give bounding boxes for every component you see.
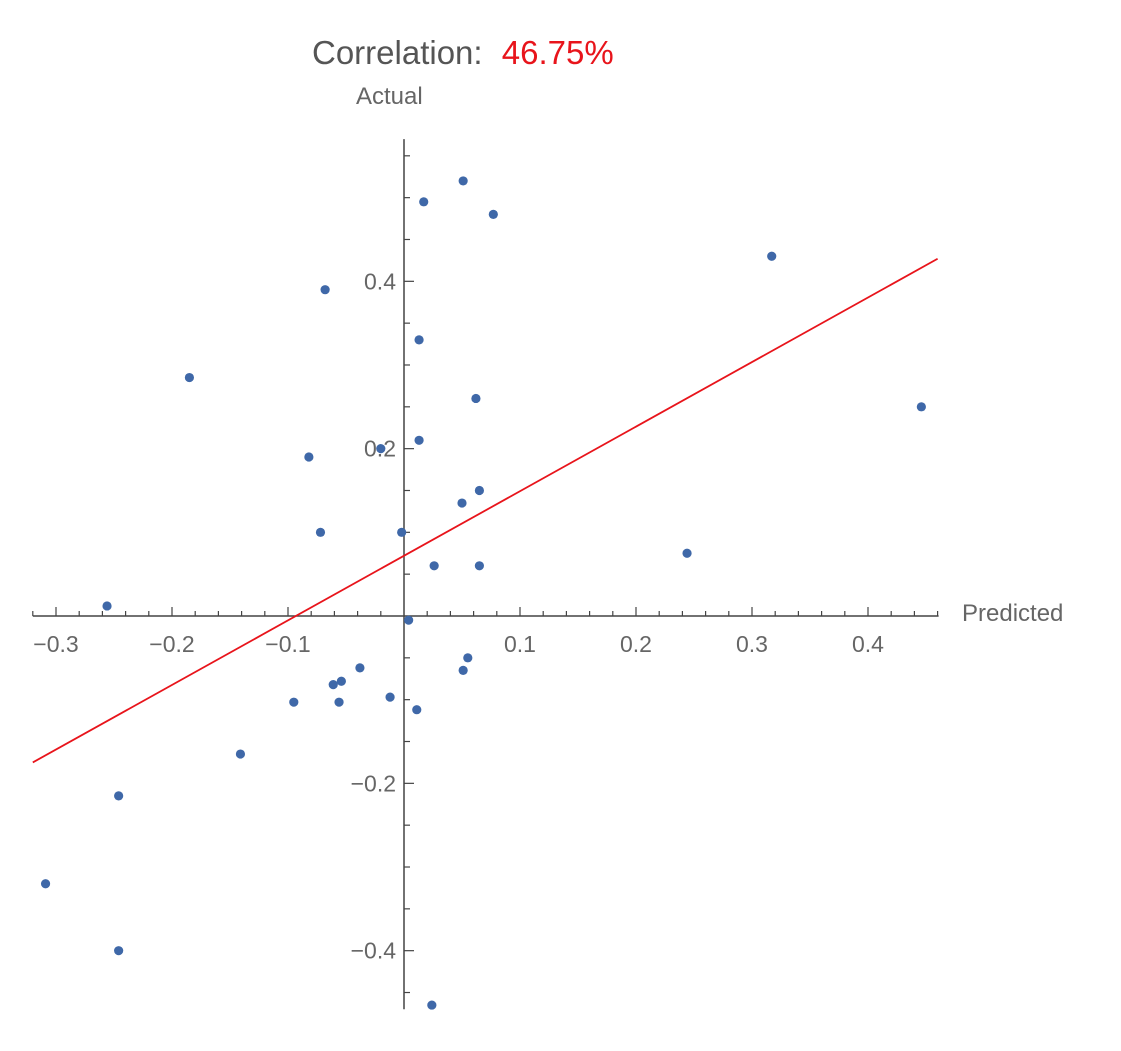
data-point [334,697,344,707]
data-point [40,879,51,889]
chart-title: Correlation: 46.75% [312,34,614,71]
data-point [320,285,330,295]
data-point [414,335,424,345]
data-point [471,393,481,404]
data-point [767,251,777,261]
x-tick-label: 0.2 [620,631,652,657]
data-point [458,176,468,186]
x-tick-label: −0.1 [265,631,310,657]
x-tick-label: −0.2 [149,631,194,657]
data-point [419,197,429,207]
correlation-label: Correlation: [312,34,483,71]
data-point [114,791,124,801]
data-point [376,444,386,454]
data-point [463,653,473,663]
data-point [682,548,692,558]
data-point [429,561,439,571]
data-point [404,615,414,625]
data-point [184,372,194,383]
data-point [355,663,365,673]
data-point [304,452,314,462]
fit-line-group [32,257,939,764]
data-point [336,676,346,686]
data-point [315,527,326,537]
data-point [458,665,468,675]
data-point [328,680,338,690]
x-tick-label: 0.3 [736,631,768,657]
y-axis-label: Actual [356,83,423,110]
x-tick-label: −0.3 [33,631,78,657]
data-point [457,498,467,508]
data-point [102,601,112,611]
axes: −0.3−0.2−0.10.10.20.30.40.40.2−0.2−0.4 [32,139,939,1010]
data-point [474,561,484,571]
x-tick-label: 0.1 [504,631,536,657]
x-tick-label: 0.4 [852,631,884,657]
y-tick-label: −0.2 [351,770,396,796]
x-axis-label: Predicted [962,600,1063,627]
data-point [916,402,926,412]
data-point [414,435,424,445]
correlation-value: 46.75% [502,34,614,71]
data-point [289,697,299,707]
y-tick-label: −0.4 [351,938,397,964]
data-points [40,176,926,1010]
fit-line [32,257,939,764]
data-point [385,692,395,702]
data-point [427,1000,437,1010]
data-point [474,485,484,496]
data-point [114,946,124,956]
y-tick-label: 0.4 [364,268,396,294]
data-point [397,527,407,537]
data-point [488,209,498,219]
data-point [412,705,422,715]
data-point [235,749,246,759]
